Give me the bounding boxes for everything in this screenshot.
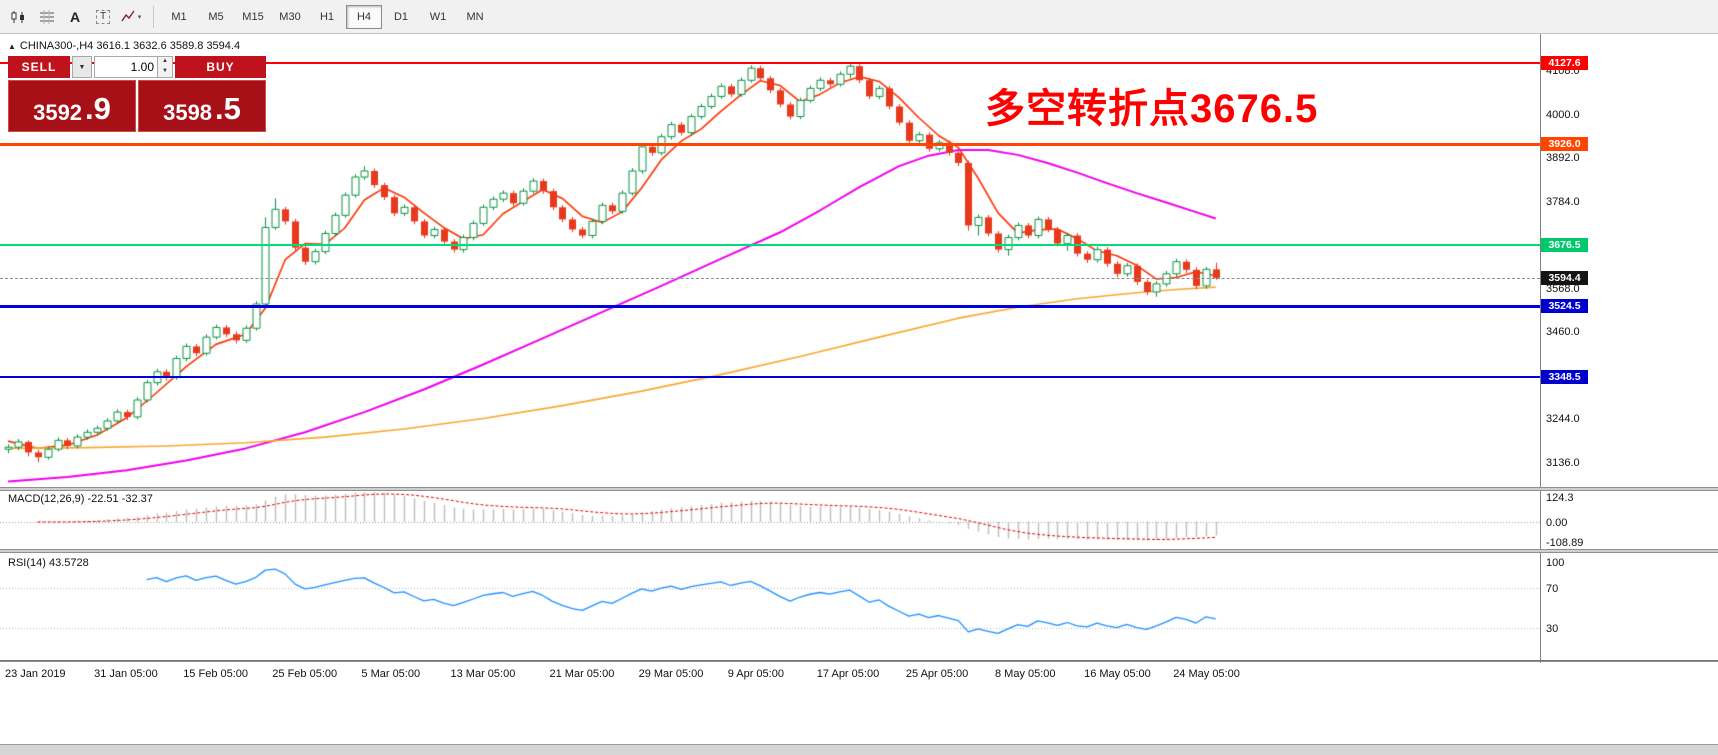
volume-down-icon[interactable]: ▼ <box>162 68 168 74</box>
price-badge-3676.5: 3676.5 <box>1541 237 1588 252</box>
time-axis-label: 23 Jan 2019 <box>5 668 66 680</box>
ask-price[interactable]: 3598 .5 <box>138 80 266 132</box>
volume-up-icon[interactable]: ▲ <box>162 58 168 64</box>
toolbar: A T ▾ M1 M5 M15 M30 H1 H4 D1 W1 MN <box>0 0 1718 34</box>
toolbar-separator <box>153 5 154 28</box>
volume-input[interactable] <box>94 56 158 78</box>
macd-indicator-label: MACD(12,26,9) -22.51 -32.37 <box>8 493 153 505</box>
panel-splitter-rsi[interactable] <box>0 549 1718 553</box>
text-tool-icon[interactable]: T <box>90 5 116 29</box>
bottom-bar <box>0 744 1718 755</box>
bid-price-main: 3592 <box>33 100 83 125</box>
ask-price-frac: .5 <box>215 91 241 126</box>
timeframe-h4[interactable]: H4 <box>346 4 382 29</box>
time-axis-label: 16 May 05:00 <box>1084 668 1151 680</box>
price-tick: 3460.0 <box>1546 326 1580 339</box>
buy-button[interactable]: BUY <box>175 56 266 78</box>
indicators-dropdown-caret-icon: ▾ <box>137 13 142 21</box>
timeframe-mn[interactable]: MN <box>466 10 484 23</box>
time-axis-label: 17 Apr 05:00 <box>816 668 880 680</box>
timeframe-m15[interactable]: M15 <box>242 10 264 23</box>
hline-3524.5[interactable] <box>0 304 1540 308</box>
collapse-arrow-icon[interactable]: ▲ <box>8 42 16 51</box>
hline-3926[interactable] <box>0 142 1540 146</box>
rsi-axis-label: 30 <box>1546 623 1559 636</box>
timeframe-m30[interactable]: M30 <box>279 10 301 23</box>
time-axis-border <box>0 660 1718 662</box>
volume-dropdown-button[interactable]: ▼ <box>72 56 92 78</box>
rsi-axis-label: 100 <box>1546 557 1565 569</box>
price-badge-4127.6: 4127.6 <box>1541 56 1588 71</box>
cursor-tool-icon[interactable]: A <box>69 8 81 25</box>
time-axis-label: 31 Jan 05:00 <box>94 668 158 680</box>
price-badge-3594.4: 3594.4 <box>1541 271 1588 286</box>
panel-splitter-macd[interactable] <box>0 487 1718 491</box>
price-tick: 3244.0 <box>1546 413 1580 426</box>
time-axis-label: 13 Mar 05:00 <box>450 668 516 680</box>
chart-annotation-text[interactable]: 多空转折点3676.5 <box>985 87 1319 131</box>
price-tick: 4000.0 <box>1546 108 1580 121</box>
volume-spinner[interactable]: ▲ ▼ <box>158 56 173 78</box>
timeframe-m1[interactable]: M1 <box>171 10 187 23</box>
price-axis-border <box>1540 34 1541 663</box>
time-axis-label: 9 Apr 05:00 <box>727 668 784 680</box>
timeframe-h1[interactable]: H1 <box>319 10 335 23</box>
hline-3348.5[interactable] <box>0 376 1540 379</box>
grid-icon[interactable] <box>34 5 60 29</box>
rsi-indicator-label: RSI(14) 43.5728 <box>8 557 89 569</box>
text-tool-glyph: T <box>95 9 111 24</box>
rsi-axis-label: 70 <box>1546 582 1559 595</box>
time-axis-label: 15 Feb 05:00 <box>183 668 249 680</box>
macd-axis-label: -108.89 <box>1546 537 1584 549</box>
price-tick: 3136.0 <box>1546 456 1580 469</box>
time-axis-label: 25 Feb 05:00 <box>272 668 338 680</box>
sell-button[interactable]: SELL <box>8 56 70 78</box>
price-badge-3926.0: 3926.0 <box>1541 137 1588 152</box>
current-price-line <box>0 278 1540 280</box>
indicators-icon[interactable]: ▾ <box>118 5 144 29</box>
symbol-title: ▲ CHINA300-,H4 3616.1 3632.6 3589.8 3594.… <box>8 40 240 52</box>
bid-price-frac: .9 <box>85 91 111 126</box>
timeframe-m5[interactable]: M5 <box>208 10 224 23</box>
time-axis-label: 25 Apr 05:00 <box>905 668 969 680</box>
timeframe-w1[interactable]: W1 <box>429 10 447 23</box>
hline-3676.5[interactable] <box>0 243 1540 246</box>
hline-4127.6[interactable] <box>0 62 1540 65</box>
time-axis-label: 8 May 05:00 <box>995 668 1056 680</box>
time-axis-label: 5 Mar 05:00 <box>361 668 421 680</box>
chart-type-icon[interactable] <box>6 5 32 29</box>
price-badge-3348.5: 3348.5 <box>1541 370 1588 385</box>
bid-price[interactable]: 3592 .9 <box>8 80 136 132</box>
price-tick: 3784.0 <box>1546 195 1580 208</box>
timeframe-d1[interactable]: D1 <box>393 10 409 23</box>
symbol-ohlc-text: CHINA300-,H4 3616.1 3632.6 3589.8 3594.4 <box>19 40 241 52</box>
one-click-trading-panel: SELL ▼ ▲ ▼ BUY 3592 .9 3598 .5 <box>8 56 266 132</box>
timeframe-group: M1 M5 M15 M30 H1 H4 D1 W1 MN <box>161 4 494 29</box>
time-axis-label: 24 May 05:00 <box>1173 668 1240 680</box>
price-tick: 3892.0 <box>1546 152 1580 165</box>
macd-axis-label: 0.00 <box>1546 516 1568 529</box>
ask-price-main: 3598 <box>163 100 213 125</box>
price-badge-3524.5: 3524.5 <box>1541 299 1588 314</box>
time-axis-label: 29 Mar 05:00 <box>638 668 704 680</box>
price-tick: 3568.0 <box>1546 282 1580 295</box>
macd-axis-label: 124.3 <box>1546 492 1574 504</box>
time-axis-label: 21 Mar 05:00 <box>549 668 615 680</box>
